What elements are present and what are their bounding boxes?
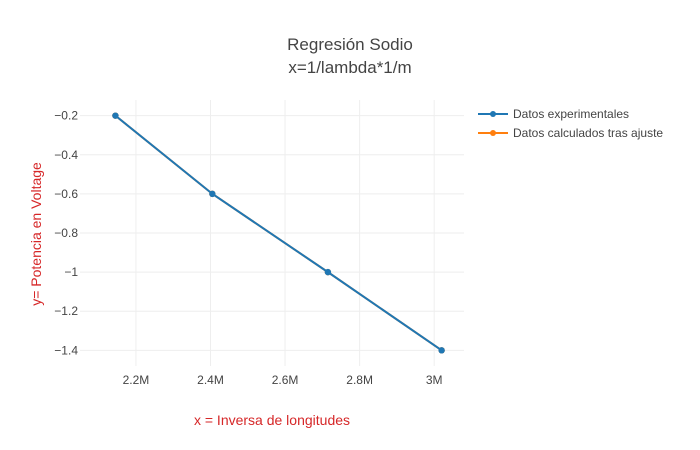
data-point[interactable]	[438, 347, 445, 354]
legend-label-experimental: Datos experimentales	[513, 107, 629, 121]
x-axis-title: x = Inversa de longitudes	[194, 412, 350, 428]
legend-marker-experimental	[490, 111, 496, 117]
y-tick-label: −1.2	[54, 304, 78, 318]
legend-item-calculated[interactable]: Datos calculados tras ajuste	[478, 126, 663, 140]
grid-layer	[80, 100, 464, 366]
y-axis-title: y= Potencia en Voltage	[28, 162, 44, 306]
series-layer	[112, 112, 445, 354]
data-point[interactable]	[209, 190, 216, 198]
legend-label-calculated: Datos calculados tras ajuste	[513, 126, 663, 140]
chart-title-line-2: x=1/lambda*1/m	[288, 58, 411, 77]
y-axis-ticks: −0.2 −0.4 −0.6 −0.8 −1 −1.2 −1.4	[54, 109, 78, 358]
legend[interactable]: Datos experimentales Datos calculados tr…	[478, 107, 663, 140]
x-tick-label: 2.4M	[197, 373, 224, 387]
y-tick-label: −1.4	[54, 343, 78, 357]
x-tick-label: 3M	[426, 373, 443, 387]
x-tick-label: 2.8M	[346, 373, 373, 387]
y-tick-label: −0.8	[54, 226, 78, 240]
data-point[interactable]	[112, 112, 119, 119]
series-line	[114, 114, 443, 352]
series-experimental	[112, 112, 445, 354]
data-point[interactable]	[324, 268, 332, 276]
chart-title-line-1: Regresión Sodio	[287, 35, 413, 54]
y-tick-label: −0.2	[54, 109, 78, 123]
y-tick-label: −1	[64, 265, 78, 279]
legend-marker-calculated	[490, 130, 496, 136]
x-tick-label: 2.6M	[272, 373, 299, 387]
legend-item-experimental[interactable]: Datos experimentales	[478, 107, 629, 121]
x-tick-label: 2.2M	[123, 373, 150, 387]
y-tick-label: −0.4	[54, 148, 78, 162]
y-tick-label: −0.6	[54, 187, 78, 201]
x-axis-ticks: 2.2M 2.4M 2.6M 2.8M 3M	[123, 373, 443, 387]
